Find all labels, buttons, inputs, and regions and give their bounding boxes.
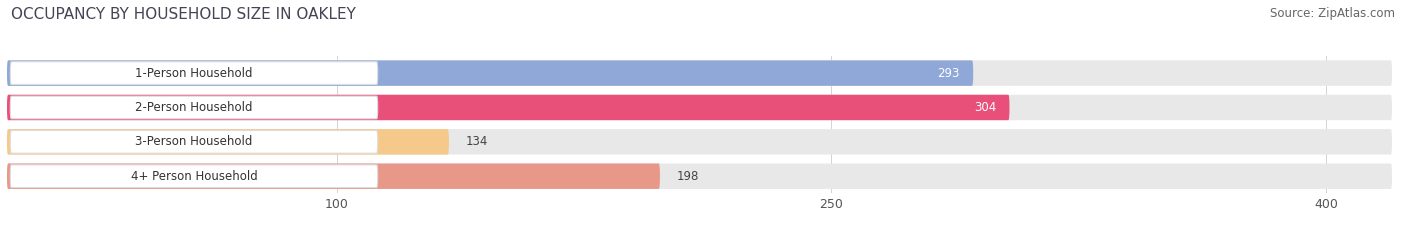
FancyBboxPatch shape [10,62,378,84]
FancyBboxPatch shape [7,95,1392,120]
FancyBboxPatch shape [7,129,449,154]
FancyBboxPatch shape [10,130,378,153]
FancyBboxPatch shape [7,60,973,86]
Text: 3-Person Household: 3-Person Household [135,135,253,148]
FancyBboxPatch shape [7,95,1010,120]
FancyBboxPatch shape [7,60,1392,86]
FancyBboxPatch shape [10,96,378,119]
FancyBboxPatch shape [7,129,1392,154]
FancyBboxPatch shape [7,164,659,189]
FancyBboxPatch shape [7,164,1392,189]
Text: 1-Person Household: 1-Person Household [135,67,253,80]
Text: 293: 293 [938,67,960,80]
Text: OCCUPANCY BY HOUSEHOLD SIZE IN OAKLEY: OCCUPANCY BY HOUSEHOLD SIZE IN OAKLEY [11,7,356,22]
Text: 304: 304 [974,101,997,114]
Text: 4+ Person Household: 4+ Person Household [131,170,257,183]
Text: 134: 134 [465,135,488,148]
FancyBboxPatch shape [10,165,378,188]
Text: 198: 198 [676,170,699,183]
Text: Source: ZipAtlas.com: Source: ZipAtlas.com [1270,7,1395,20]
Text: 2-Person Household: 2-Person Household [135,101,253,114]
